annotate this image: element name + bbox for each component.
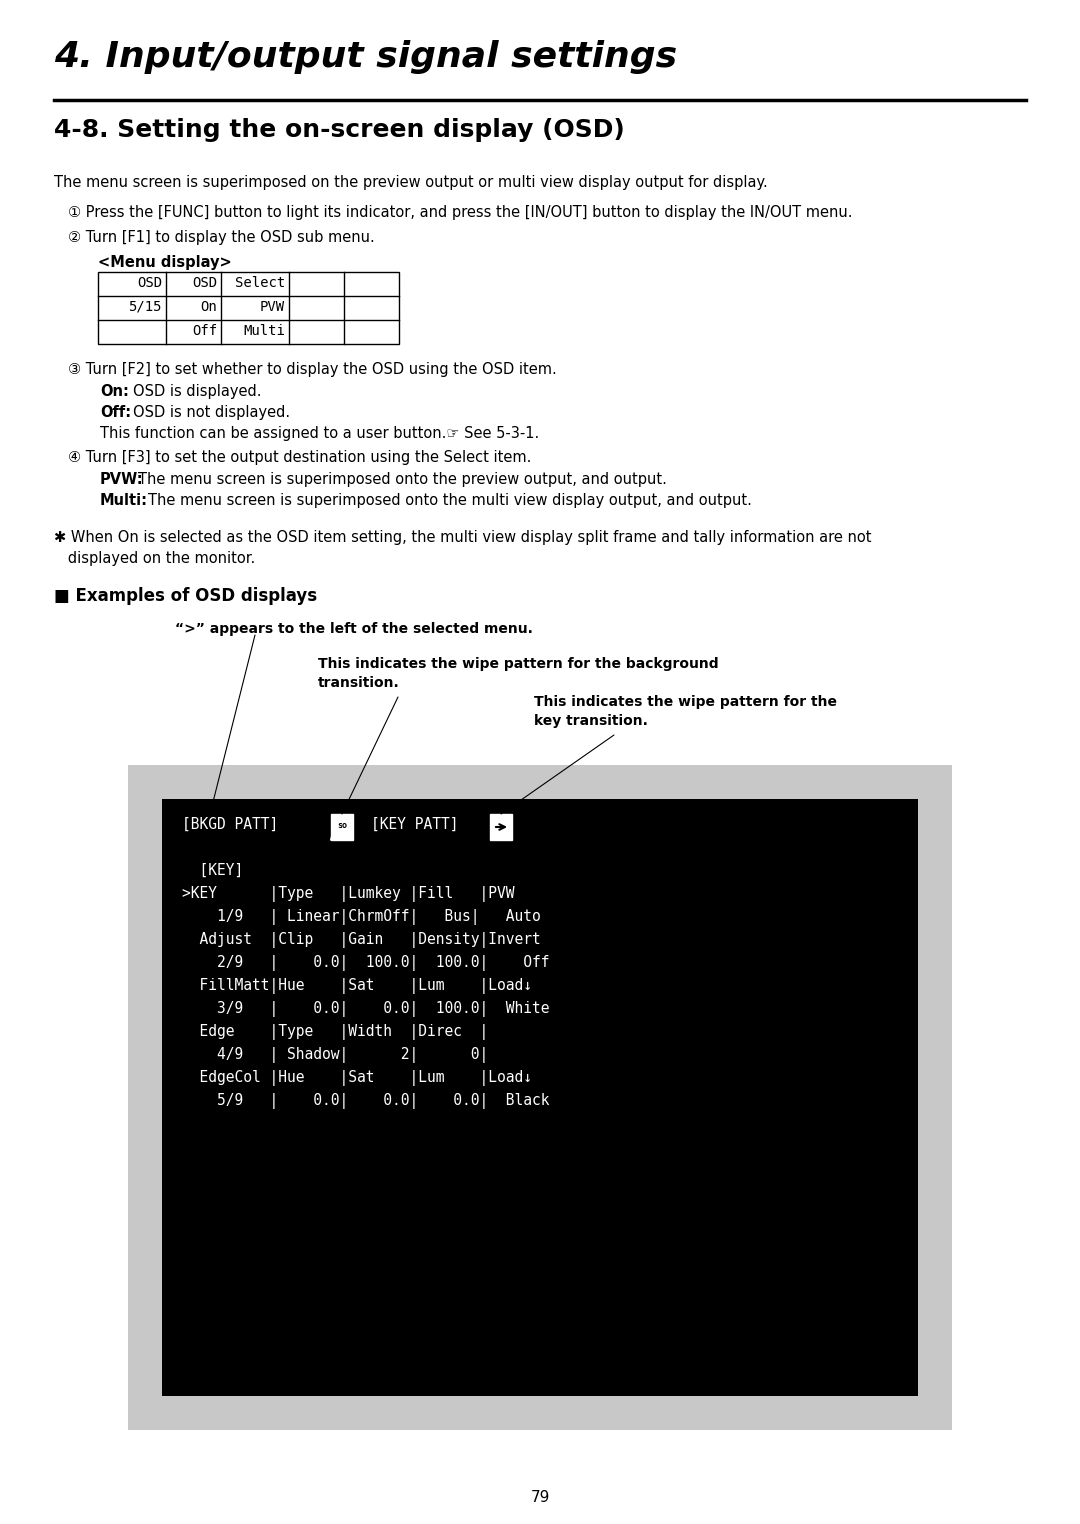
Text: [KEY]: [KEY] xyxy=(183,863,243,878)
Text: This indicates the wipe pattern for the: This indicates the wipe pattern for the xyxy=(534,695,837,709)
Text: OSD: OSD xyxy=(192,276,217,290)
Bar xyxy=(162,799,918,1396)
Text: Adjust  |Clip   |Gain   |Density|Invert: Adjust |Clip |Gain |Density|Invert xyxy=(183,933,541,948)
Text: OSD is not displayed.: OSD is not displayed. xyxy=(133,405,291,421)
Bar xyxy=(98,271,399,344)
Text: On:: On: xyxy=(100,384,129,399)
Text: ① Press the [FUNC] button to light its indicator, and press the [IN/OUT] button : ① Press the [FUNC] button to light its i… xyxy=(68,206,852,219)
Bar xyxy=(129,765,951,1430)
Text: Off: Off xyxy=(192,325,217,338)
Text: This indicates the wipe pattern for the background: This indicates the wipe pattern for the … xyxy=(318,657,718,671)
Text: ④ Turn [F3] to set the output destination using the Select item.: ④ Turn [F3] to set the output destinatio… xyxy=(68,450,531,465)
Text: Multi: Multi xyxy=(243,325,285,338)
Text: ✱ When On is selected as the OSD item setting, the multi view display split fram: ✱ When On is selected as the OSD item se… xyxy=(54,530,872,546)
Text: The menu screen is superimposed onto the preview output, and output.: The menu screen is superimposed onto the… xyxy=(138,472,666,488)
Text: >KEY      |Type   |Lumkey |Fill   |PVW: >KEY |Type |Lumkey |Fill |PVW xyxy=(183,885,514,902)
Text: [KEY PATT]: [KEY PATT] xyxy=(372,817,459,832)
Text: 1/9   | Linear|ChrmOff|   Bus|   Auto: 1/9 | Linear|ChrmOff| Bus| Auto xyxy=(183,908,541,925)
Text: <Menu display>: <Menu display> xyxy=(98,255,232,270)
Text: EdgeCol |Hue    |Sat    |Lum    |Load↓: EdgeCol |Hue |Sat |Lum |Load↓ xyxy=(183,1070,532,1087)
Text: 79: 79 xyxy=(530,1490,550,1506)
Text: [BKGD PATT]: [BKGD PATT] xyxy=(183,817,279,832)
Text: “>” appears to the left of the selected menu.: “>” appears to the left of the selected … xyxy=(175,622,532,636)
Text: key transition.: key transition. xyxy=(534,715,648,728)
Text: Off:: Off: xyxy=(100,405,131,421)
Text: Select: Select xyxy=(234,276,285,290)
Text: 5/9   |    0.0|    0.0|    0.0|  Black: 5/9 | 0.0| 0.0| 0.0| Black xyxy=(183,1093,550,1109)
Text: displayed on the monitor.: displayed on the monitor. xyxy=(54,552,255,565)
Text: On: On xyxy=(200,300,217,314)
Text: FillMatt|Hue    |Sat    |Lum    |Load↓: FillMatt|Hue |Sat |Lum |Load↓ xyxy=(183,978,532,994)
Text: 5/15: 5/15 xyxy=(129,300,162,314)
Text: OSD is displayed.: OSD is displayed. xyxy=(133,384,261,399)
Text: 3/9   |    0.0|    0.0|  100.0|  White: 3/9 | 0.0| 0.0| 100.0| White xyxy=(183,1001,550,1017)
Text: The menu screen is superimposed onto the multi view display output, and output.: The menu screen is superimposed onto the… xyxy=(148,492,752,507)
Text: OSD: OSD xyxy=(137,276,162,290)
Bar xyxy=(490,814,512,840)
Text: transition.: transition. xyxy=(318,677,400,690)
Bar xyxy=(330,814,353,840)
Text: The menu screen is superimposed on the preview output or multi view display outp: The menu screen is superimposed on the p… xyxy=(54,175,768,190)
Text: ■ Examples of OSD displays: ■ Examples of OSD displays xyxy=(54,587,318,605)
Text: so: so xyxy=(337,820,347,829)
Text: 4/9   | Shadow|      2|      0|: 4/9 | Shadow| 2| 0| xyxy=(183,1047,488,1064)
Text: This function can be assigned to a user button.☞ See 5-3-1.: This function can be assigned to a user … xyxy=(100,427,539,440)
Text: Multi:: Multi: xyxy=(100,492,148,507)
Text: PVW:: PVW: xyxy=(100,472,144,488)
Text: ③ Turn [F2] to set whether to display the OSD using the OSD item.: ③ Turn [F2] to set whether to display th… xyxy=(68,363,557,376)
Text: Edge    |Type   |Width  |Direc  |: Edge |Type |Width |Direc | xyxy=(183,1024,488,1039)
Text: PVW: PVW xyxy=(260,300,285,314)
Text: 4-8. Setting the on-screen display (OSD): 4-8. Setting the on-screen display (OSD) xyxy=(54,117,624,142)
Text: 4. Input/output signal settings: 4. Input/output signal settings xyxy=(54,40,677,75)
Text: 2/9   |    0.0|  100.0|  100.0|    Off: 2/9 | 0.0| 100.0| 100.0| Off xyxy=(183,956,550,971)
Text: ② Turn [F1] to display the OSD sub menu.: ② Turn [F1] to display the OSD sub menu. xyxy=(68,230,375,245)
